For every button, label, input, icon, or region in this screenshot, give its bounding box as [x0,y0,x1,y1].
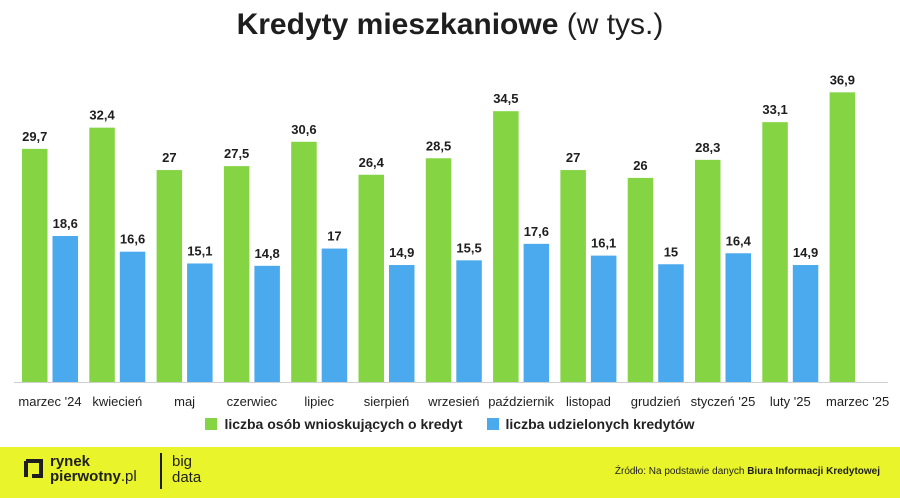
x-tick-label-0: marzec '24 [18,394,81,409]
legend-swatch-blue [486,418,499,430]
bar-applicants-2 [156,170,183,382]
logo-text: rynek pierwotny.pl [50,454,137,484]
rynekpierwotny-logo[interactable]: rynek pierwotny.pl [22,454,137,484]
x-tick-label-12: marzec '25 [826,394,889,409]
data-label-granted-8: 16,1 [591,236,616,251]
data-label-applicants-11: 33,1 [762,102,787,117]
chart-title: Kredyty mieszkaniowe (w tys.) [0,8,900,42]
bar-applicants-6 [425,158,452,382]
legend-label-applicants: liczba osób wnioskujących o kredyt [224,416,463,432]
bar-granted-11 [792,265,819,382]
data-label-granted-11: 14,9 [793,245,818,260]
x-tick-label-10: styczeń '25 [691,394,756,409]
x-tick-label-3: czerwiec [227,394,278,409]
data-label-applicants-0: 29,7 [22,129,47,144]
data-label-granted-3: 14,8 [254,246,279,261]
legend-item-applicants: liczba osób wnioskujących o kredyt [205,416,463,432]
bar-applicants-4 [291,141,317,382]
data-label-applicants-6: 28,5 [426,138,451,153]
data-label-granted-6: 15,5 [456,240,481,255]
data-label-granted-10: 16,4 [726,233,752,248]
bar-applicants-0 [22,148,48,382]
logo-line2-thin: .pl [120,468,137,485]
bar-applicants-9 [627,177,654,382]
source-note: Źródło: Na podstawie danych Biura Inform… [615,466,880,477]
data-label-applicants-5: 26,4 [359,155,385,170]
data-label-granted-5: 14,9 [389,245,414,260]
x-tick-label-8: listopad [566,394,611,409]
x-tick-label-11: luty '25 [770,394,811,409]
data-label-applicants-4: 30,6 [291,122,316,137]
source-name: Biura Informacji Kredytowej [747,466,880,477]
bigdata-line1: big [172,453,193,470]
data-label-applicants-8: 27 [566,150,580,165]
bar-applicants-12 [829,92,856,383]
bar-chart: 29,7 18,6 marzec '24 32,4 16,6 kwiecień 27 15,1… [14,72,889,409]
bar-applicants-5 [358,174,384,382]
data-label-applicants-12: 36,9 [830,72,855,87]
data-label-granted-9: 15 [664,244,678,259]
bar-granted-3 [254,265,280,382]
data-label-applicants-9: 26 [633,158,647,173]
logo-icon [22,458,44,480]
data-label-applicants-1: 32,4 [89,108,115,123]
legend-swatch-green [205,418,218,430]
legend-label-granted: liczba udzielonych kredytów [505,416,695,432]
bar-granted-10 [725,253,751,382]
data-label-granted-2: 15,1 [187,243,212,258]
data-label-applicants-2: 27 [162,150,176,165]
x-tick-label-2: maj [174,394,195,409]
data-label-applicants-10: 28,3 [695,140,720,155]
logo-line1: rynek [50,453,91,470]
data-label-granted-0: 18,6 [53,216,78,231]
bar-granted-9 [658,264,684,382]
bar-granted-8 [590,255,617,382]
x-tick-label-6: wrzesień [427,394,479,409]
bar-applicants-1 [89,127,115,382]
data-label-applicants-3: 27,5 [224,146,249,161]
bigdata-logo[interactable]: big data [172,454,201,486]
chart-title-main: Kredyty mieszkaniowe [236,8,559,41]
bar-granted-5 [389,265,415,382]
x-tick-label-4: lipiec [304,394,334,409]
source-prefix: Źródło: Na podstawie danych [614,466,745,477]
bar-granted-2 [187,263,213,382]
legend: liczba osób wnioskujących o kredyt liczb… [0,416,900,432]
data-label-granted-7: 17,6 [524,224,549,239]
bar-granted-4 [321,248,348,382]
logo-line2-bold: pierwotny [50,468,121,485]
data-label-granted-4: 17 [327,229,341,244]
bar-applicants-10 [695,159,721,382]
logo-divider [160,453,162,489]
chart-title-unit: (w tys.) [566,8,664,41]
bar-granted-0 [52,235,78,382]
x-tick-label-5: sierpień [364,394,410,409]
bar-applicants-11 [762,122,788,382]
data-label-granted-1: 16,6 [120,232,145,247]
footer-bar: rynek pierwotny.pl big data Źródło: Na p… [0,447,900,498]
bigdata-line2: data [172,469,202,486]
bar-granted-1 [119,251,146,382]
bar-applicants-8 [560,170,586,382]
bar-applicants-7 [493,111,519,383]
x-tick-label-1: kwiecień [92,394,142,409]
legend-item-granted: liczba udzielonych kredytów [486,416,695,432]
data-label-applicants-7: 34,5 [493,91,518,106]
x-tick-label-9: grudzień [631,394,681,409]
bar-granted-7 [523,243,550,382]
bar-granted-6 [456,260,482,382]
x-tick-label-7: październik [488,394,554,409]
bar-applicants-3 [223,166,250,382]
